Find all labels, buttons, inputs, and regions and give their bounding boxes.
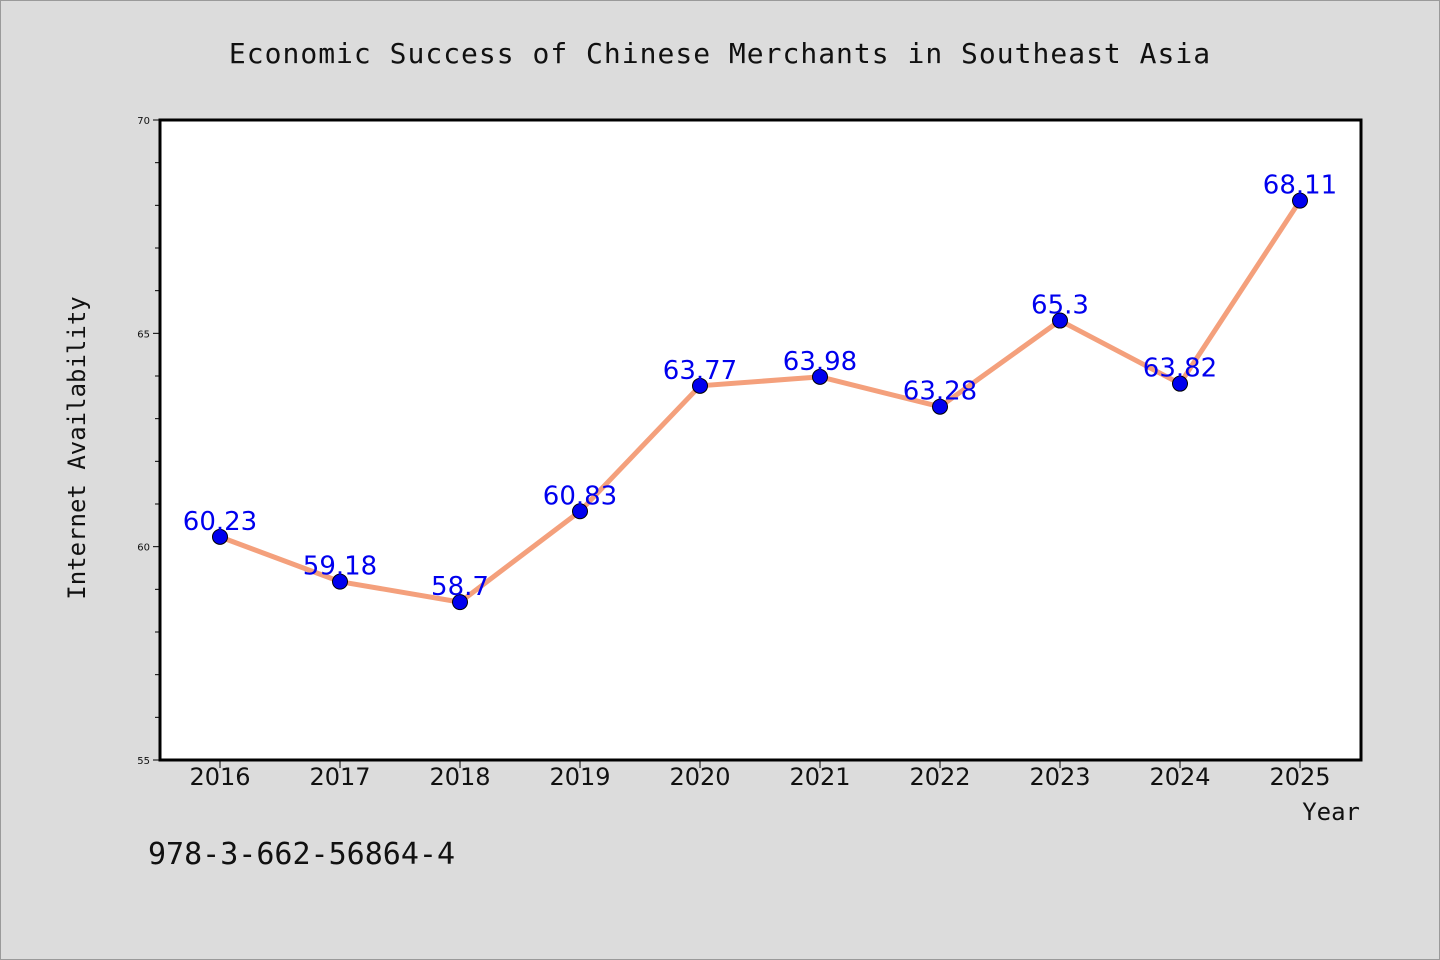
isbn-footer: 978-3-662-56864-4 xyxy=(148,837,455,872)
data-points xyxy=(212,192,1308,611)
y-axis-title: Internet Availability xyxy=(63,296,91,599)
data-label: 68.11 xyxy=(1263,171,1337,201)
x-axis: 2016 2017 2018 2019 2020 2021 2022 2023 2024 2025 xyxy=(189,760,1331,791)
x-tick-label: 2025 xyxy=(1269,763,1330,791)
y-axis: 55 60 65 70 xyxy=(137,116,160,767)
data-label: 59.18 xyxy=(303,552,377,582)
data-point xyxy=(1172,375,1188,392)
data-label: 63.77 xyxy=(663,356,737,386)
data-label: 65.3 xyxy=(1031,291,1089,321)
y-tick-label: 65 xyxy=(137,329,150,340)
x-tick-label: 2023 xyxy=(1029,763,1090,791)
data-label: 63.98 xyxy=(783,347,857,377)
data-point xyxy=(812,368,828,385)
y-tick-label: 60 xyxy=(137,543,150,554)
x-tick-label: 2019 xyxy=(549,763,610,791)
plot-area xyxy=(158,118,1363,762)
data-point xyxy=(932,398,948,415)
data-point xyxy=(452,594,468,611)
data-labels: 60.23 59.18 58.7 60.83 63.77 63.98 63.28 65.3 63… xyxy=(183,171,1337,602)
data-point xyxy=(692,377,708,394)
data-label: 60.23 xyxy=(183,507,257,537)
x-tick-label: 2016 xyxy=(189,763,250,791)
data-point xyxy=(212,528,228,545)
data-label: 63.28 xyxy=(903,377,977,407)
y-tick-label: 55 xyxy=(137,756,150,767)
data-label: 60.83 xyxy=(543,481,617,511)
data-point xyxy=(332,573,348,590)
x-tick-label: 2022 xyxy=(909,763,970,791)
chart-title: Economic Success of Chinese Merchants in… xyxy=(229,37,1211,70)
x-tick-label: 2021 xyxy=(789,763,850,791)
y-tick-label: 70 xyxy=(137,116,150,127)
data-label: 63.82 xyxy=(1143,354,1217,384)
series-line xyxy=(219,199,1303,605)
data-point xyxy=(572,503,588,520)
x-axis-title: Year xyxy=(1302,798,1360,826)
data-label: 58.7 xyxy=(431,572,489,602)
x-tick-label: 2017 xyxy=(309,763,370,791)
x-tick-label: 2024 xyxy=(1149,763,1210,791)
data-point xyxy=(1292,192,1308,209)
x-tick-label: 2018 xyxy=(429,763,490,791)
data-point xyxy=(1052,312,1068,329)
x-tick-label: 2020 xyxy=(669,763,730,791)
